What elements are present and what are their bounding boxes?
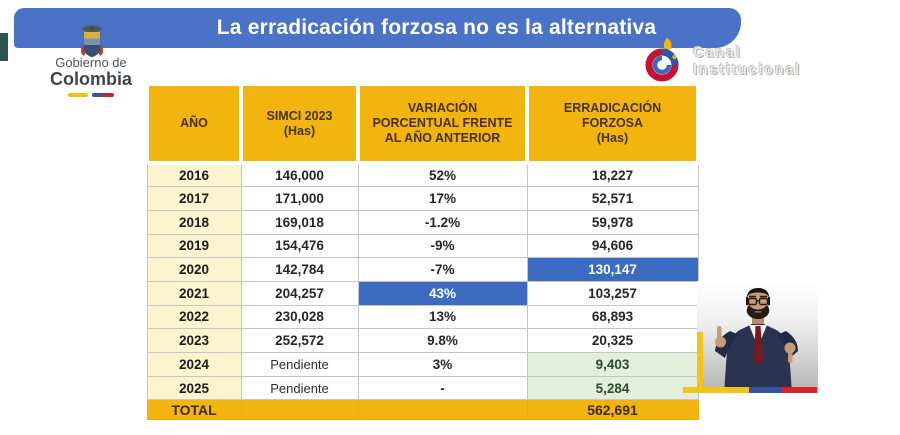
year-cell: 2022 (146, 304, 242, 330)
simci-cell: 230,028 (240, 304, 359, 330)
gobierno-line2: Colombia (49, 69, 132, 89)
variation-cell: -7% (357, 257, 528, 282)
year-cell: 2016 (146, 162, 242, 188)
simci-cell: Pendiente (240, 375, 359, 401)
variation-cell: - (357, 375, 528, 401)
eradication-cell: 18,227 (526, 162, 699, 188)
total-value: 562,691 (526, 399, 699, 421)
tricolor-yellow (683, 387, 749, 393)
title-banner: La erradicación forzosa no es la alterna… (14, 8, 741, 48)
total-empty-cell (240, 399, 359, 421)
table-row: 2025 Pendiente -5,284 (146, 375, 699, 401)
simci-cell: 204,257 (240, 280, 359, 306)
tricolor-blue (749, 387, 782, 393)
simci-cell: 252,572 (240, 328, 359, 353)
teal-edge-strip (0, 33, 8, 61)
gobierno-line1: Gobierno de (55, 55, 127, 70)
table-row: 2018 169,018 -1.2% 59,978 (146, 209, 699, 235)
table-row: 2020 142,784 -7% 130,147 (146, 257, 699, 282)
variation-cell: 43% (357, 280, 528, 306)
page-title: La erradicación forzosa no es la alterna… (216, 16, 657, 39)
yellow-edge-strip (697, 332, 703, 387)
coat-of-arms-icon (78, 24, 106, 65)
table-row: 2017 171,000 17% 52,571 (146, 186, 699, 211)
year-cell: 2019 (146, 233, 242, 259)
year-cell: 2024 (146, 352, 242, 377)
variation-cell: -1.2% (357, 209, 528, 235)
year-cell: 2020 (146, 257, 242, 282)
variation-cell: 13% (357, 304, 528, 330)
column-header: ERRADICACIÓN FORZOSA (Has) (525, 82, 700, 165)
table-row: 2021 204,257 43% 103,257 (146, 280, 699, 306)
total-row: TOTAL 562,691 (146, 399, 699, 421)
simci-cell: 171,000 (240, 186, 359, 211)
tricolor-bar (683, 387, 817, 393)
simci-cell: 154,476 (240, 233, 359, 259)
simci-cell: 146,000 (240, 162, 359, 188)
column-header: VARIACIÓN PORCENTUAL FRENTE AL AÑO ANTERIO… (356, 82, 529, 165)
data-table: AÑO SIMCI 2023 (Has) VARIACIÓN PORCENTUAL FR… (145, 82, 700, 421)
eradication-cell: 59,978 (526, 209, 699, 235)
canal-logo: Canal Institucional (641, 36, 801, 86)
canal-line2: Institucional (693, 61, 801, 78)
eradication-cell: 68,893 (526, 304, 699, 330)
gobierno-logo: Gobierno de Colombia (38, 56, 144, 97)
sign-interpreter-box (697, 281, 818, 393)
year-cell: 2023 (146, 328, 242, 353)
column-header: SIMCI 2023 (Has) (239, 82, 360, 165)
eradication-cell: 130,147 (526, 257, 699, 282)
canal-swirl-icon (645, 38, 679, 82)
eradication-cell: 20,325 (526, 328, 699, 353)
table-row: 2024 Pendiente 3% 9,403 (146, 352, 699, 377)
table-row: 2016 146,000 52% 18,227 (146, 162, 699, 188)
eradication-cell: 52,571 (526, 186, 699, 211)
eradication-table: AÑO SIMCI 2023 (Has) VARIACIÓN PORCENTUAL FR… (145, 82, 700, 421)
eradication-cell: 9,403 (526, 352, 699, 377)
simci-cell: Pendiente (240, 352, 359, 377)
year-cell: 2017 (146, 186, 242, 211)
eradication-cell: 5,284 (526, 375, 699, 401)
flag-blue-red-dash (92, 93, 114, 97)
flag-underline (38, 93, 144, 97)
eradication-cell: 94,606 (526, 233, 699, 259)
simci-cell: 142,784 (240, 257, 359, 282)
year-cell: 2018 (146, 209, 242, 235)
flag-yellow-dash (68, 93, 88, 97)
eradication-cell: 103,257 (526, 280, 699, 306)
sign-interpreter-figure (715, 288, 798, 393)
variation-cell: 17% (357, 186, 528, 211)
variation-cell: -9% (357, 233, 528, 259)
table-row: 2022 230,028 13% 68,893 (146, 304, 699, 330)
year-cell: 2021 (146, 280, 242, 306)
simci-cell: 169,018 (240, 209, 359, 235)
variation-cell: 9.8% (357, 328, 528, 353)
canal-text: Canal Institucional (693, 44, 801, 78)
table-row: 2019 154,476 -9% 94,606 (146, 233, 699, 259)
total-empty-cell (357, 399, 528, 421)
total-label: TOTAL (146, 399, 242, 421)
variation-cell: 52% (357, 162, 528, 188)
tricolor-red (782, 387, 817, 393)
variation-cell: 3% (357, 352, 528, 377)
table-row: 2023 252,572 9.8% 20,325 (146, 328, 699, 353)
year-cell: 2025 (146, 375, 242, 401)
canal-line1: Canal (693, 44, 742, 61)
header-row: AÑO SIMCI 2023 (Has) VARIACIÓN PORCENTUAL FR… (145, 82, 700, 165)
column-header: AÑO (145, 82, 243, 165)
